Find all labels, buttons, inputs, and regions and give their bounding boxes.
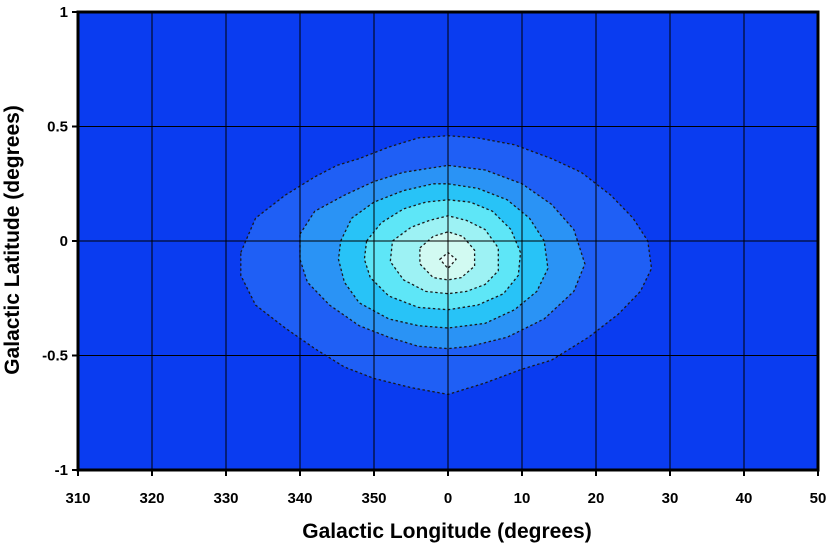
x-tick-label: 340 <box>287 490 312 507</box>
x-tick-label: 330 <box>213 490 238 507</box>
y-tick-label: 0 <box>60 233 68 250</box>
x-tick-label: 310 <box>65 490 90 507</box>
x-tick-label: 0 <box>444 490 452 507</box>
y-tick-label: 1 <box>60 4 68 21</box>
x-tick-label: 320 <box>139 490 164 507</box>
x-tick-label: 30 <box>662 490 679 507</box>
x-tick-label: 50 <box>810 490 827 507</box>
x-axis-title: Galactic Longitude (degrees) <box>302 520 591 543</box>
tick-labels: 310 320 330 340 350 0 10 20 30 40 50 1 0.5 0 -0.5 -1 <box>42 4 826 507</box>
y-tick-label: 0.5 <box>47 119 68 136</box>
x-tick-label: 20 <box>588 490 605 507</box>
y-tick-label: -1 <box>55 462 68 479</box>
x-tick-label: 10 <box>514 490 531 507</box>
x-tick-label: 40 <box>736 490 753 507</box>
y-tick-label: -0.5 <box>42 348 68 365</box>
y-axis-title: Galactic Latitude (degrees) <box>1 105 24 375</box>
x-tick-label: 350 <box>361 490 386 507</box>
plot-area <box>76 10 820 472</box>
